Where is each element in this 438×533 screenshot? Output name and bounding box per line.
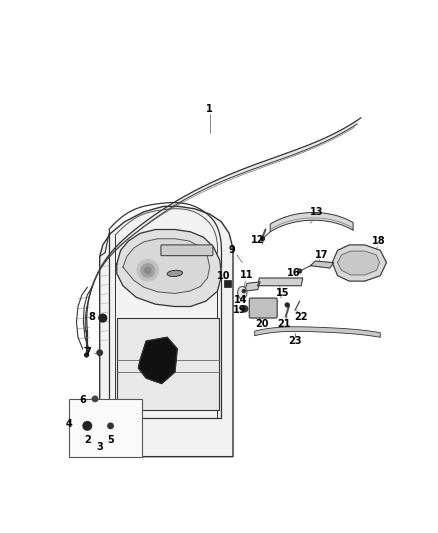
Text: 3: 3 <box>96 442 103 453</box>
Circle shape <box>83 422 92 430</box>
Text: 22: 22 <box>294 311 308 321</box>
Text: 11: 11 <box>240 270 254 280</box>
Polygon shape <box>332 245 386 281</box>
Circle shape <box>85 353 88 357</box>
Text: 17: 17 <box>314 250 328 260</box>
Bar <box>117 318 219 410</box>
FancyBboxPatch shape <box>161 245 213 256</box>
Circle shape <box>137 260 159 281</box>
Circle shape <box>145 267 151 273</box>
Polygon shape <box>123 239 210 294</box>
Circle shape <box>97 350 102 356</box>
Circle shape <box>141 263 155 277</box>
Ellipse shape <box>238 287 247 299</box>
Circle shape <box>242 289 245 293</box>
Text: 6: 6 <box>79 394 86 405</box>
Polygon shape <box>258 278 303 286</box>
Text: 9: 9 <box>228 245 235 255</box>
Ellipse shape <box>167 270 183 277</box>
Text: 5: 5 <box>107 435 114 445</box>
Text: 14: 14 <box>234 295 247 304</box>
Circle shape <box>241 306 248 312</box>
Text: 23: 23 <box>288 336 302 346</box>
Text: 2: 2 <box>84 435 91 445</box>
Circle shape <box>99 314 107 322</box>
Circle shape <box>285 303 289 307</box>
Text: 16: 16 <box>287 269 300 278</box>
Text: 12: 12 <box>251 235 265 245</box>
Text: 19: 19 <box>233 305 246 316</box>
Polygon shape <box>117 230 221 306</box>
Polygon shape <box>338 251 379 275</box>
Circle shape <box>298 269 302 273</box>
Circle shape <box>92 396 98 401</box>
Text: 1: 1 <box>206 103 213 114</box>
Text: 13: 13 <box>310 207 323 217</box>
Text: 18: 18 <box>372 236 385 246</box>
Text: 7: 7 <box>84 347 91 357</box>
Polygon shape <box>270 213 353 232</box>
Bar <box>224 280 231 287</box>
Text: 20: 20 <box>256 319 269 329</box>
Text: 8: 8 <box>88 311 95 321</box>
Text: 21: 21 <box>277 319 291 329</box>
Circle shape <box>108 423 113 429</box>
Text: 15: 15 <box>276 288 290 298</box>
Bar <box>69 399 142 457</box>
Text: 10: 10 <box>217 271 230 281</box>
Polygon shape <box>255 327 380 337</box>
Polygon shape <box>85 118 361 332</box>
Polygon shape <box>100 206 233 457</box>
Circle shape <box>261 237 265 241</box>
Polygon shape <box>311 261 334 268</box>
Text: 4: 4 <box>65 419 72 429</box>
Polygon shape <box>138 337 177 384</box>
Polygon shape <box>245 282 260 291</box>
FancyBboxPatch shape <box>249 298 277 318</box>
